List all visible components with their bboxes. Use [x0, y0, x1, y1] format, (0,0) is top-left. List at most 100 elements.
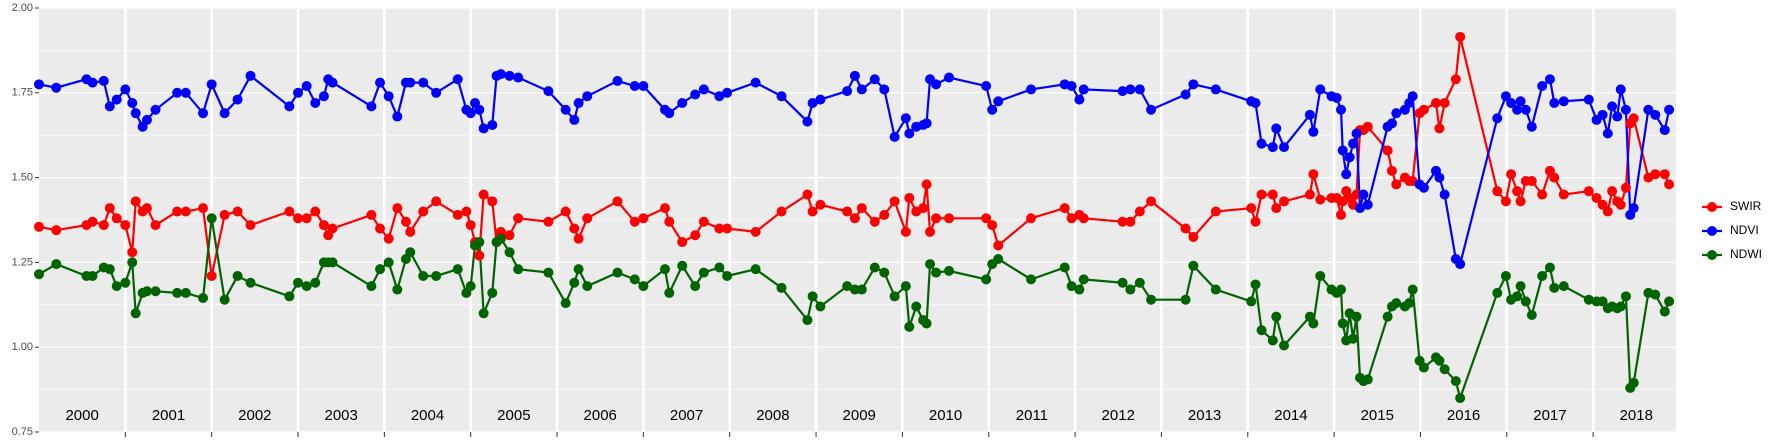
point — [1544, 74, 1555, 85]
point — [127, 97, 138, 108]
point — [206, 270, 217, 281]
point — [284, 291, 295, 302]
point — [452, 264, 463, 275]
point — [1180, 294, 1191, 305]
point — [1620, 291, 1631, 302]
point — [1450, 376, 1461, 387]
point — [776, 91, 787, 102]
year-label: 2000 — [65, 407, 98, 424]
point — [1643, 104, 1654, 115]
point — [1354, 203, 1365, 214]
point — [889, 131, 900, 142]
point — [366, 101, 377, 112]
point — [513, 213, 524, 224]
point — [465, 220, 476, 231]
point — [1492, 186, 1503, 197]
point — [180, 87, 191, 98]
year-label: 2013 — [1188, 407, 1221, 424]
point — [677, 260, 688, 271]
point — [1391, 108, 1402, 119]
point — [1351, 311, 1362, 322]
point — [366, 209, 377, 220]
point — [405, 226, 416, 237]
point — [573, 264, 584, 275]
point — [573, 97, 584, 108]
point — [1526, 121, 1537, 132]
point — [284, 206, 295, 217]
point — [842, 206, 853, 217]
point — [127, 257, 138, 268]
point — [993, 240, 1004, 251]
year-label: 2018 — [1620, 407, 1653, 424]
point — [1256, 189, 1267, 200]
point — [1250, 279, 1261, 290]
point — [856, 84, 867, 95]
point — [245, 277, 256, 288]
point — [452, 209, 463, 220]
point — [1558, 96, 1569, 107]
point — [987, 220, 998, 231]
point — [1506, 169, 1517, 180]
point — [34, 221, 44, 232]
point — [889, 196, 900, 207]
point — [904, 128, 915, 139]
point — [1418, 362, 1429, 373]
point — [98, 220, 109, 231]
point — [807, 97, 818, 108]
year-label: 2016 — [1447, 407, 1480, 424]
point — [400, 216, 411, 227]
point — [1607, 101, 1618, 112]
point — [931, 213, 942, 224]
point — [807, 206, 818, 217]
point — [807, 291, 818, 302]
point — [431, 270, 442, 281]
point — [543, 267, 554, 278]
point — [921, 318, 932, 329]
point — [1336, 284, 1347, 295]
year-label: 2004 — [411, 407, 444, 424]
point — [677, 237, 688, 248]
point — [1659, 169, 1670, 180]
point — [1351, 128, 1362, 139]
point — [856, 203, 867, 214]
point — [815, 199, 826, 210]
point — [925, 259, 936, 270]
point — [1059, 203, 1070, 214]
point — [1455, 259, 1466, 270]
point — [889, 291, 900, 302]
point — [1066, 281, 1077, 292]
point — [921, 118, 932, 129]
point — [180, 287, 191, 298]
point — [1336, 209, 1347, 220]
point — [478, 308, 489, 319]
point — [750, 226, 761, 237]
point — [1544, 262, 1555, 273]
point — [1537, 270, 1548, 281]
point — [310, 97, 321, 108]
point — [981, 213, 992, 224]
point — [431, 87, 442, 98]
point — [1526, 175, 1537, 186]
point — [1341, 169, 1352, 180]
point — [1362, 121, 1373, 132]
point — [714, 223, 725, 234]
point — [664, 108, 675, 119]
point — [1650, 109, 1661, 120]
point — [1434, 355, 1445, 366]
point — [900, 113, 911, 124]
point — [1549, 97, 1560, 108]
point — [1117, 277, 1128, 288]
point — [172, 87, 183, 98]
point — [1597, 199, 1608, 210]
point — [405, 247, 416, 258]
point — [1336, 104, 1347, 115]
point — [1026, 213, 1037, 224]
point — [478, 123, 489, 134]
point — [659, 264, 670, 275]
point — [918, 203, 929, 214]
point — [1549, 282, 1560, 293]
point — [569, 277, 580, 288]
point — [1404, 298, 1415, 309]
point — [543, 86, 554, 97]
point — [418, 77, 429, 88]
